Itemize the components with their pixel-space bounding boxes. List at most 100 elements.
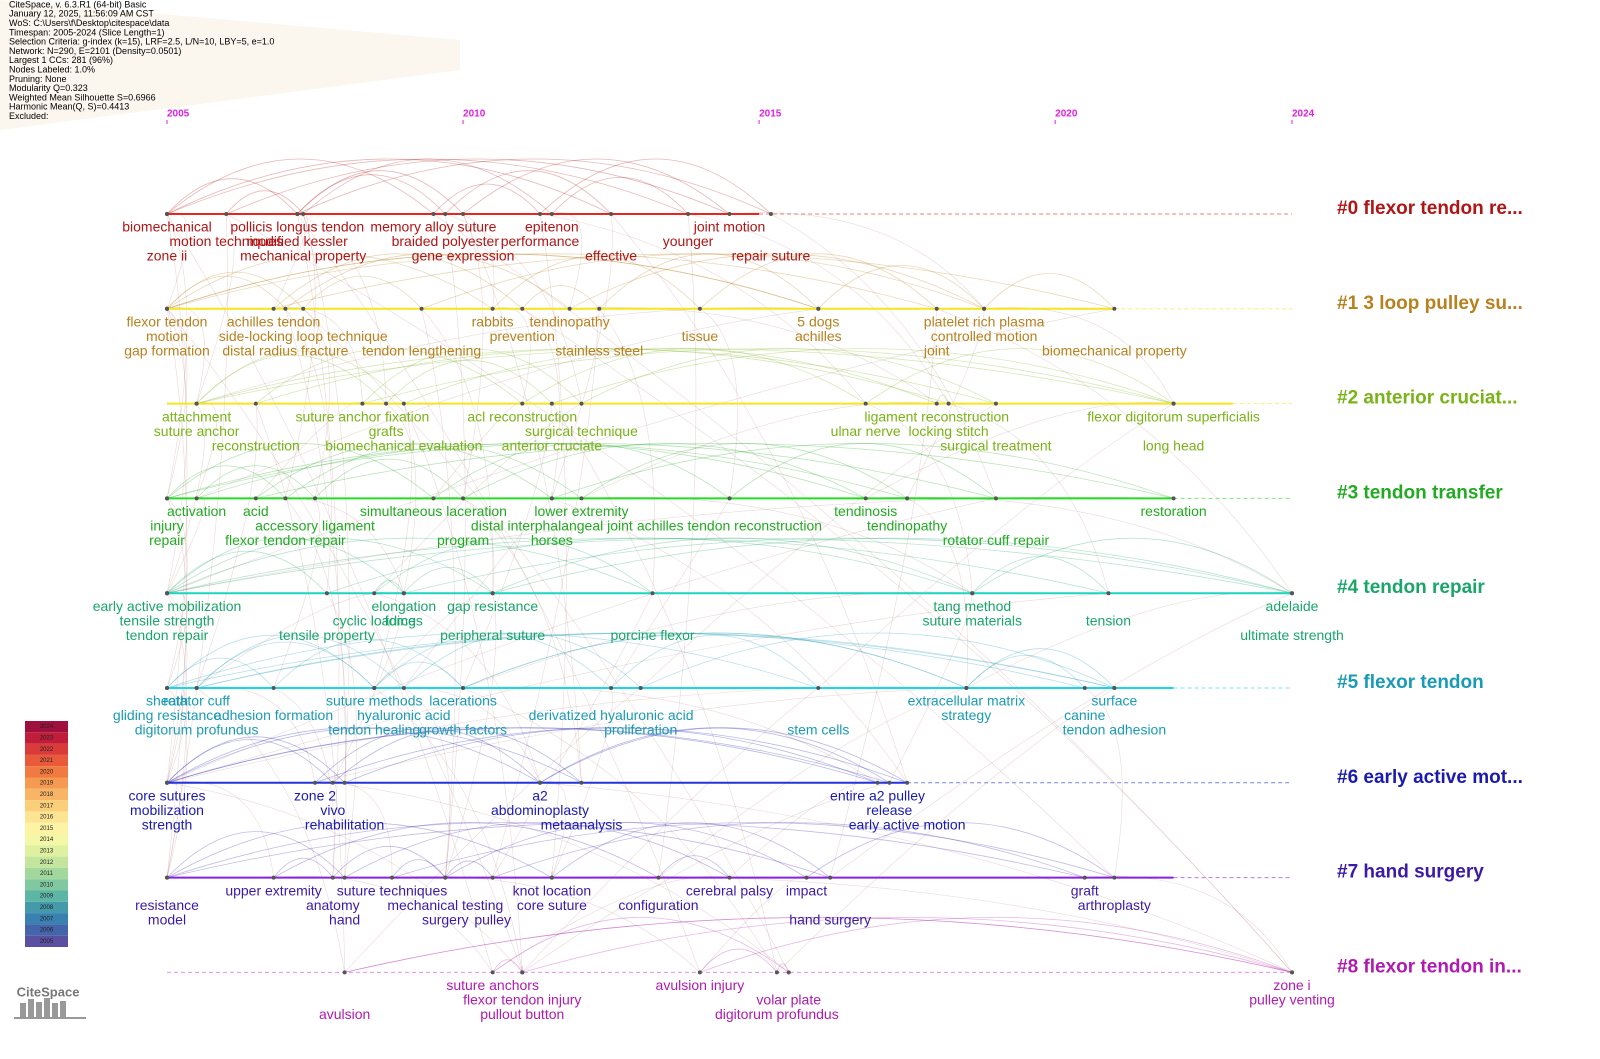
link <box>166 727 890 784</box>
node <box>905 496 910 501</box>
link <box>551 213 613 499</box>
link <box>551 822 831 878</box>
node <box>727 496 732 501</box>
node <box>283 306 288 311</box>
node <box>253 401 258 406</box>
term-label: gap resistance <box>447 598 538 614</box>
term-label: tendinosis <box>834 503 897 519</box>
link <box>374 591 493 689</box>
link <box>332 846 446 878</box>
term-label: anatomy <box>306 897 360 913</box>
term-label: pulley <box>474 911 511 927</box>
link <box>166 686 188 783</box>
link <box>166 308 188 499</box>
backdrop <box>0 0 460 130</box>
term-label: repair <box>149 532 185 548</box>
node <box>342 970 347 975</box>
term-label: rotator cuff repair <box>943 532 1050 548</box>
link <box>948 403 1109 594</box>
node <box>993 401 998 406</box>
term-label: resistance <box>135 897 199 913</box>
cluster-label: #3 tendon transfer <box>1337 482 1503 503</box>
link <box>699 308 738 499</box>
link <box>166 308 1115 594</box>
link <box>776 963 790 973</box>
legend-year: 2015 <box>40 826 54 832</box>
link <box>551 687 613 878</box>
link <box>522 348 866 404</box>
legend-year: 2008 <box>40 905 54 911</box>
term-label: side-locking loop technique <box>219 328 388 344</box>
term-label: vivo <box>320 802 345 818</box>
term-label: pullout button <box>480 1006 564 1022</box>
legend-year: 2018 <box>40 792 54 798</box>
link <box>403 498 553 689</box>
term-label: joint motion <box>693 219 766 235</box>
link <box>166 253 819 310</box>
link <box>285 253 570 310</box>
link <box>314 727 541 784</box>
link <box>462 213 484 499</box>
link <box>166 632 819 689</box>
node <box>224 212 229 216</box>
link <box>462 632 967 689</box>
link <box>971 556 1109 594</box>
node <box>443 875 448 880</box>
link <box>492 959 523 973</box>
link <box>166 537 1293 594</box>
node <box>964 686 969 690</box>
link <box>966 648 1115 689</box>
link <box>445 822 807 878</box>
link <box>492 593 653 878</box>
link <box>699 253 938 310</box>
link <box>166 158 612 215</box>
term-label: activation <box>167 503 226 519</box>
link <box>166 253 937 310</box>
link <box>166 592 1109 784</box>
link <box>581 496 973 594</box>
link <box>196 348 1174 404</box>
term-label: younger <box>663 233 714 249</box>
term-label: reconstruction <box>212 437 300 453</box>
link <box>462 403 553 689</box>
term-label: achilles tendon <box>227 314 320 330</box>
link <box>522 308 561 499</box>
link <box>255 443 553 499</box>
link <box>492 537 1293 594</box>
info-line: Timespan: 2005-2024 (Slice Length=1) <box>9 27 165 37</box>
link <box>373 537 653 594</box>
term-label: volar plate <box>756 992 821 1008</box>
term-label: lower extremity <box>534 503 628 519</box>
term-label: program <box>437 532 489 548</box>
link <box>166 739 334 784</box>
node <box>697 970 702 975</box>
link <box>166 687 188 878</box>
node <box>768 212 773 216</box>
link <box>687 213 949 404</box>
node <box>804 875 809 880</box>
link <box>865 403 973 594</box>
link <box>492 307 531 404</box>
term-label: gap formation <box>124 343 210 359</box>
link <box>492 255 701 310</box>
node <box>786 970 791 975</box>
link <box>658 855 730 878</box>
link <box>889 593 973 783</box>
term-label: attachment <box>162 408 231 424</box>
term-label: tension <box>1086 612 1131 628</box>
node <box>253 496 258 501</box>
link <box>314 686 1115 784</box>
link <box>540 782 1293 973</box>
link <box>551 875 1293 973</box>
legend-year: 2012 <box>40 860 54 866</box>
link <box>445 593 497 878</box>
term-label: tendinopathy <box>867 518 947 534</box>
year-label: 2005 <box>167 109 190 120</box>
link <box>196 641 375 689</box>
legend-swatch <box>25 788 68 801</box>
link <box>984 307 1174 404</box>
link <box>522 687 819 973</box>
term-label: stainless steel <box>555 343 643 359</box>
node <box>324 591 329 596</box>
node <box>656 875 661 880</box>
